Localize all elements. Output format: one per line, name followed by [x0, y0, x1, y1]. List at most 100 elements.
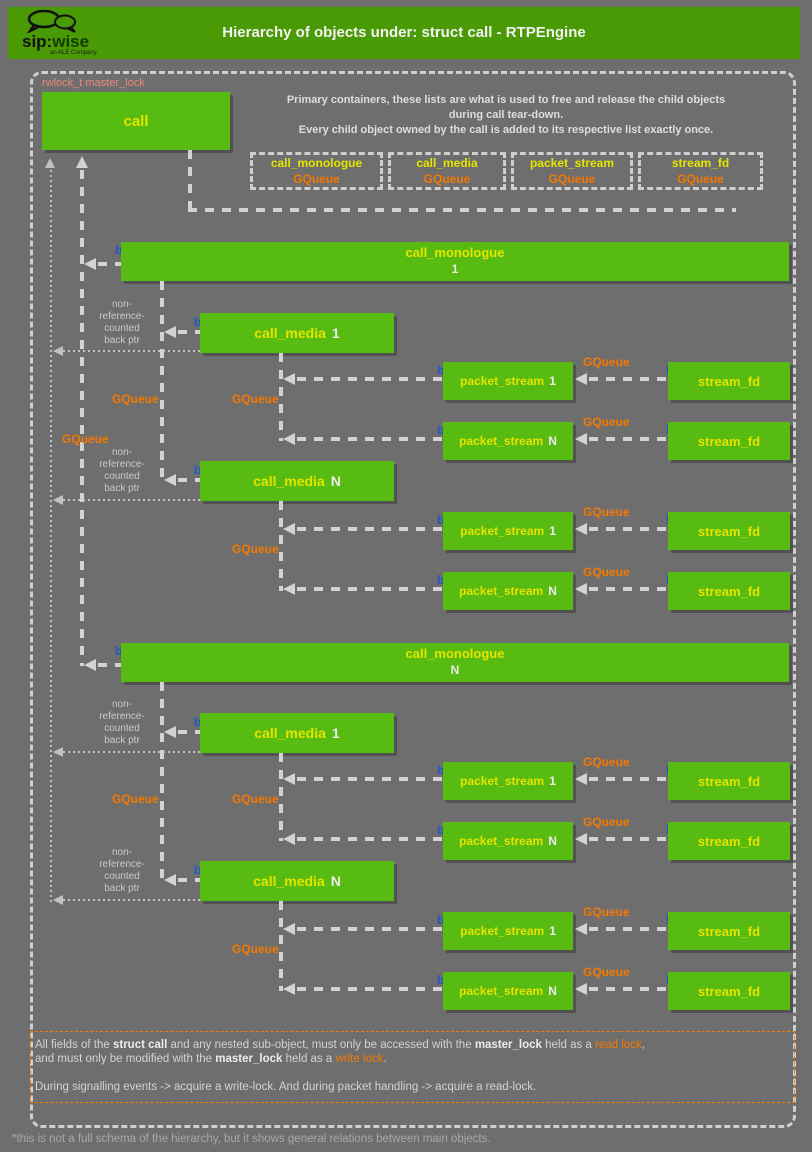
container-name: packet_stream	[529, 155, 615, 170]
intro-line-1: Primary containers, these lists are what…	[286, 94, 726, 106]
node-label: stream_fd	[697, 983, 761, 999]
packet-stream-1-box: packet_stream 1	[443, 912, 573, 950]
write-lock-link: write lock	[335, 1053, 384, 1066]
backptr-arrow	[297, 927, 443, 931]
backptr-arrow	[297, 587, 443, 591]
node-index: N	[548, 584, 557, 598]
backptr-arrow	[297, 987, 443, 991]
node-label: packet_stream	[459, 584, 544, 598]
backptr-arrow	[589, 587, 668, 591]
node-label: packet_stream	[460, 774, 545, 788]
backptr-arrowhead-icon	[575, 373, 587, 385]
stream-fd-box: stream_fd	[668, 822, 790, 860]
node-index: N	[548, 834, 557, 848]
backptr-arrow	[178, 730, 200, 734]
packet-stream-1-box: packet_stream 1	[443, 362, 573, 400]
sipwise-logo: sip:wise an ALE Company	[22, 9, 112, 59]
nonref-backptr-line	[50, 170, 52, 905]
gqueue-label: GQueue	[583, 965, 630, 979]
gqueue-label: GQueue	[583, 815, 630, 829]
monologue-queue-up-arrow-icon	[76, 156, 88, 168]
backptr-arrow	[589, 927, 668, 931]
backptr-arrowhead-icon	[164, 326, 176, 338]
read-lock-link: read lock	[595, 1039, 642, 1051]
backptr-arrowhead-icon	[575, 923, 587, 935]
backptr-arrow	[98, 262, 121, 266]
container-type: GQueue	[423, 172, 471, 186]
backptr-arrowhead-icon	[575, 833, 587, 845]
node-label: packet_stream	[459, 834, 544, 848]
backptr-arrowhead-icon	[164, 726, 176, 738]
container-call-media: call_media GQueue	[388, 152, 506, 190]
node-label: packet_stream	[459, 434, 544, 448]
call-media-1-box: call_media 1	[200, 713, 394, 753]
backptr-arrow	[589, 377, 668, 381]
node-index: N	[548, 984, 557, 998]
node-index: 1	[451, 262, 459, 277]
backptr-arrow	[297, 377, 443, 381]
backptr-arrowhead-icon	[575, 983, 587, 995]
gqueue-label: GQueue	[583, 565, 630, 579]
backptr-arrowhead-icon	[575, 523, 587, 535]
nonref-note: non-reference-counted back ptr	[99, 847, 145, 894]
container-call-monologue: call_monologue GQueue	[250, 152, 383, 190]
call-to-containers-line	[188, 150, 192, 208]
backptr-arrow	[178, 330, 200, 334]
container-name: call_media	[416, 155, 478, 170]
backptr-arrowhead-icon	[283, 583, 295, 595]
note-line-1: All fields of the struct call and any ne…	[35, 1039, 645, 1051]
logo-sip: sip:	[22, 32, 53, 51]
backptr-arrowhead-icon	[575, 583, 587, 595]
speech-bubbles-icon	[26, 9, 76, 35]
backptr-arrowhead-icon	[84, 659, 96, 671]
backptr-arrowhead-icon	[575, 433, 587, 445]
container-type: GQueue	[548, 172, 596, 186]
containers-underline	[188, 208, 736, 212]
node-label: stream_fd	[697, 923, 761, 939]
nonref-arrow	[63, 350, 200, 352]
gqueue-label: GQueue	[583, 755, 630, 769]
intro-line-3: Every child object owned by the call is …	[298, 123, 714, 136]
node-label: call_media	[253, 873, 325, 889]
backptr-arrowhead-icon	[84, 258, 96, 270]
node-label: stream_fd	[697, 523, 761, 539]
backptr-arrowhead-icon	[164, 474, 176, 486]
call-monologue-1-box: call_monologue 1	[121, 242, 789, 281]
backptr-arrowhead-icon	[283, 523, 295, 535]
gqueue-label: GQueue	[232, 792, 279, 806]
node-label: call_media	[254, 325, 326, 341]
stream-queue-line	[279, 753, 283, 841]
gqueue-label: GQueue	[583, 355, 630, 369]
node-index: 1	[549, 374, 556, 388]
backptr-arrow	[589, 987, 668, 991]
nonref-up-arrow-icon	[45, 158, 55, 168]
footnote: *this is not a full schema of the hierar…	[12, 1133, 491, 1145]
node-label: packet_stream	[460, 524, 545, 538]
gqueue-label: GQueue	[232, 942, 279, 956]
media-queue-line	[160, 281, 164, 482]
node-index: N	[330, 873, 341, 889]
node-index: 1	[549, 924, 556, 938]
packet-stream-1-box: packet_stream 1	[443, 762, 573, 800]
call-label: call	[123, 112, 149, 130]
node-label: stream_fd	[697, 373, 761, 389]
container-name: call_monologue	[270, 155, 363, 170]
nonref-arrowhead-icon	[53, 346, 63, 356]
intro-text: Primary containers, these lists are what…	[256, 93, 756, 138]
backptr-arrow	[589, 437, 668, 441]
backptr-arrow	[297, 527, 443, 531]
nonref-arrowhead-icon	[53, 747, 63, 757]
backptr-arrowhead-icon	[283, 773, 295, 785]
node-index: N	[450, 663, 460, 678]
gqueue-label: GQueue	[583, 505, 630, 519]
lock-note-box: All fields of the struct call and any ne…	[30, 1031, 795, 1103]
media-queue-line	[160, 682, 164, 882]
backptr-arrow	[589, 777, 668, 781]
call-box: call	[42, 92, 230, 150]
nonref-arrowhead-icon	[53, 495, 63, 505]
node-label: call_media	[253, 473, 325, 489]
master-lock-label: rwlock_t master_lock	[42, 77, 145, 89]
node-label: call_monologue	[405, 245, 505, 261]
stream-fd-box: stream_fd	[668, 912, 790, 950]
backptr-arrow	[178, 878, 200, 882]
